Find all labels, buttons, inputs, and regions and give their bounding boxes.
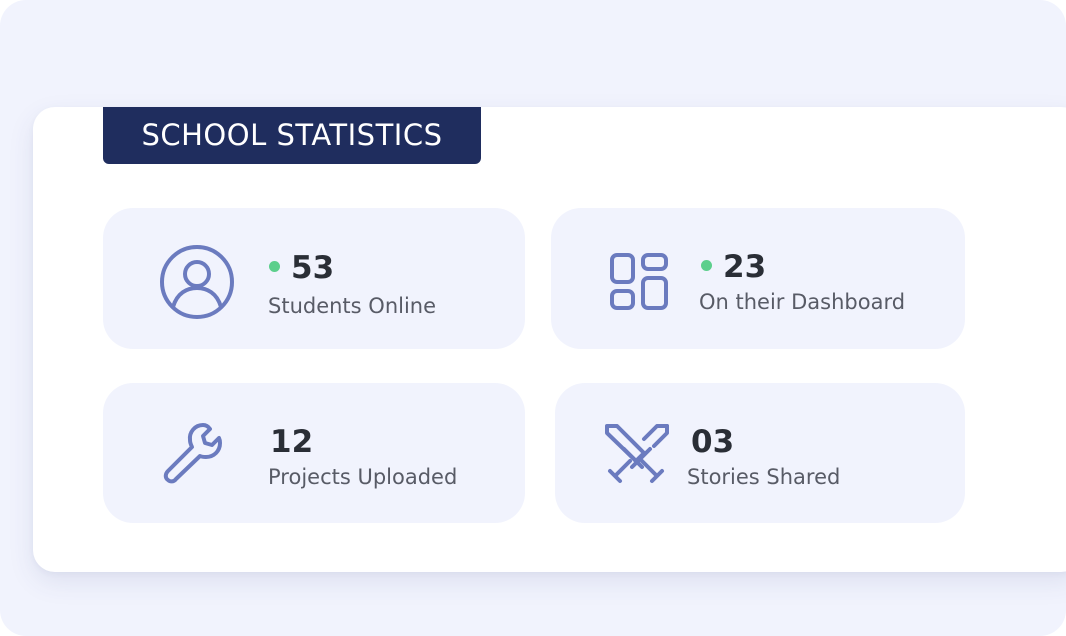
stat-value: 03 bbox=[691, 424, 735, 460]
stat-card-stories-shared: 03 Stories Shared bbox=[555, 383, 965, 523]
stat-value: 12 bbox=[270, 424, 314, 460]
stat-value: 23 bbox=[723, 249, 767, 285]
stat-value: 53 bbox=[291, 250, 335, 286]
stat-card-projects-uploaded: 12 Projects Uploaded bbox=[103, 383, 525, 523]
stat-card-students-online: 53 Students Online bbox=[103, 208, 525, 349]
section-title: SCHOOL STATISTICS bbox=[103, 107, 481, 164]
user-circle-icon bbox=[160, 245, 234, 319]
stat-card-on-dashboard: 23 On their Dashboard bbox=[551, 208, 965, 349]
stat-label: Stories Shared bbox=[687, 465, 841, 489]
online-status-dot bbox=[701, 260, 712, 271]
stat-label: Students Online bbox=[268, 294, 437, 318]
crossed-swords-icon bbox=[605, 424, 669, 483]
dashboard-grid-icon bbox=[610, 253, 668, 310]
online-status-dot bbox=[269, 261, 280, 272]
stat-label: Projects Uploaded bbox=[268, 465, 458, 489]
wrench-icon bbox=[163, 423, 222, 484]
stat-label: On their Dashboard bbox=[699, 290, 906, 314]
